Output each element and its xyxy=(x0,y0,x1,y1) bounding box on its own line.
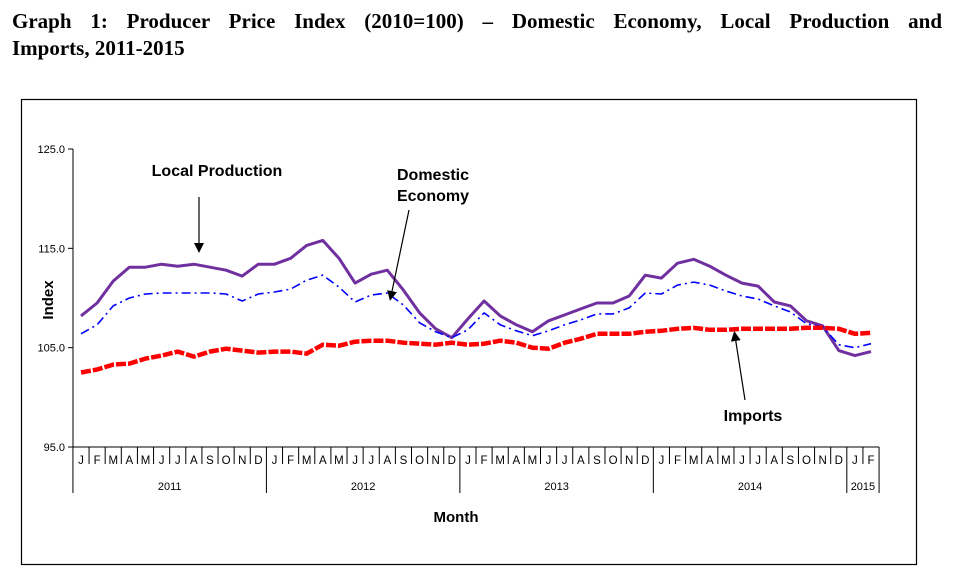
x-month-label: A xyxy=(126,455,134,467)
x-month-label: A xyxy=(383,455,391,467)
x-month-label: M xyxy=(689,455,699,467)
x-month-label: N xyxy=(238,455,246,467)
x-month-label: J xyxy=(159,455,165,467)
chart-title: Graph 1: Producer Price Index (2010=100)… xyxy=(12,8,942,62)
x-month-label: A xyxy=(706,455,714,467)
x-month-label: A xyxy=(770,455,778,467)
x-month-label: J xyxy=(659,455,665,467)
x-month-label: O xyxy=(802,455,811,467)
x-month-label: S xyxy=(593,455,601,467)
x-month-label: S xyxy=(400,455,408,467)
x-month-label: D xyxy=(448,455,456,467)
x-month-label: J xyxy=(562,455,568,467)
annotation-arrow-domestic-economy xyxy=(387,209,410,301)
x-month-label: S xyxy=(787,455,795,467)
x-month-label: M xyxy=(141,455,151,467)
x-month-label: M xyxy=(334,455,344,467)
x-month-label: J xyxy=(175,455,181,467)
x-month-label: O xyxy=(415,455,424,467)
x-month-label: N xyxy=(432,455,440,467)
x-month-label: F xyxy=(674,455,681,467)
year-label: 2011 xyxy=(158,481,182,493)
y-tick-label: 105.0 xyxy=(37,343,65,355)
x-month-label: J xyxy=(352,455,358,467)
x-month-label: S xyxy=(206,455,214,467)
x-month-label: J xyxy=(368,455,374,467)
x-month-label: F xyxy=(867,455,874,467)
x-month-label: F xyxy=(481,455,488,467)
title-line-2: Imports, 2011-2015 xyxy=(12,36,185,60)
x-month-label: D xyxy=(641,455,649,467)
x-month-label: M xyxy=(495,455,505,467)
year-label: 2014 xyxy=(738,481,762,493)
x-month-label: J xyxy=(755,455,761,467)
x-month-label: N xyxy=(625,455,633,467)
x-month-label: J xyxy=(739,455,745,467)
chart-frame xyxy=(20,98,918,566)
x-month-label: A xyxy=(319,455,327,467)
x-month-label: J xyxy=(272,455,278,467)
x-month-label: F xyxy=(287,455,294,467)
annotation-domestic-economy-line2: Economy xyxy=(397,188,469,205)
annotation-domestic-economy-line1: Domestic xyxy=(397,167,469,184)
x-month-label: J xyxy=(78,455,84,467)
year-label: 2015 xyxy=(851,481,875,493)
title-line-1: Graph 1: Producer Price Index (2010=100)… xyxy=(12,9,942,33)
x-month-label: A xyxy=(512,455,520,467)
annotation-arrow-imports xyxy=(730,331,746,401)
x-month-label: F xyxy=(94,455,101,467)
series-line-local-production xyxy=(80,238,872,358)
x-month-label: O xyxy=(222,455,231,467)
year-label: 2012 xyxy=(351,481,375,493)
y-tick-label: 95.0 xyxy=(44,442,65,454)
x-month-label: M xyxy=(528,455,538,467)
year-label: 2013 xyxy=(544,481,568,493)
x-month-label: M xyxy=(721,455,731,467)
annotation-imports: Imports xyxy=(724,408,783,425)
x-month-label: A xyxy=(577,455,585,467)
x-month-label: A xyxy=(190,455,198,467)
x-month-label: J xyxy=(465,455,471,467)
y-axis-label: Index xyxy=(40,280,57,320)
x-axis-label: Month xyxy=(434,509,479,526)
series-lines xyxy=(80,238,872,375)
series-line-imports xyxy=(80,325,872,375)
x-month-label: D xyxy=(835,455,843,467)
x-month-label: O xyxy=(609,455,618,467)
x-month-label: N xyxy=(818,455,826,467)
x-month-label: J xyxy=(852,455,858,467)
x-month-label: M xyxy=(108,455,118,467)
x-month-label: D xyxy=(254,455,262,467)
x-month-label: M xyxy=(302,455,312,467)
y-tick-label: 125.0 xyxy=(37,144,65,156)
annotation-local-production: Local Production xyxy=(152,163,283,180)
x-month-label: J xyxy=(546,455,552,467)
y-tick-label: 115.0 xyxy=(38,243,65,255)
